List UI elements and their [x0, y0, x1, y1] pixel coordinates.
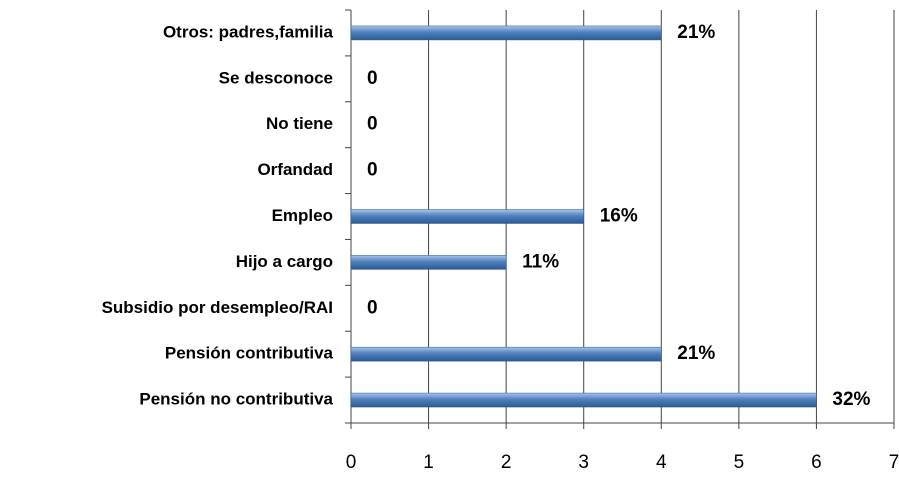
x-tick-label: 3 — [578, 452, 589, 472]
bar — [350, 346, 662, 362]
value-label: 0 — [367, 297, 378, 318]
category-label: Otros: padres,familia — [163, 22, 334, 41]
category-label: Subsidio por desempleo/RAI — [102, 298, 333, 317]
category-label: No tiene — [266, 114, 333, 133]
category-label: Se desconoce — [219, 68, 333, 87]
category-label: Pensión contributiva — [165, 344, 334, 363]
x-tick-label: 6 — [811, 452, 822, 472]
category-label: Pensión no contributiva — [139, 390, 333, 409]
value-label: 21% — [677, 343, 715, 364]
x-tick-label: 4 — [656, 452, 667, 472]
value-label: 0 — [367, 68, 378, 89]
category-label: Hijo a cargo — [236, 252, 333, 271]
x-tick-label: 1 — [423, 452, 434, 472]
category-label: Empleo — [272, 206, 333, 225]
x-tick-label: 0 — [346, 452, 357, 472]
value-label: 16% — [600, 206, 638, 227]
bar — [350, 255, 507, 270]
bar — [350, 392, 817, 408]
bar — [350, 209, 584, 224]
value-label: 0 — [367, 114, 378, 135]
value-label: 21% — [677, 22, 715, 43]
category-label: Orfandad — [257, 160, 333, 179]
value-label: 0 — [367, 160, 378, 181]
x-tick-label: 7 — [889, 452, 899, 472]
x-tick-label: 5 — [734, 452, 745, 472]
value-label: 11% — [522, 251, 559, 272]
bar — [350, 25, 662, 41]
x-tick-label: 2 — [501, 452, 512, 472]
value-label: 32% — [832, 389, 870, 410]
